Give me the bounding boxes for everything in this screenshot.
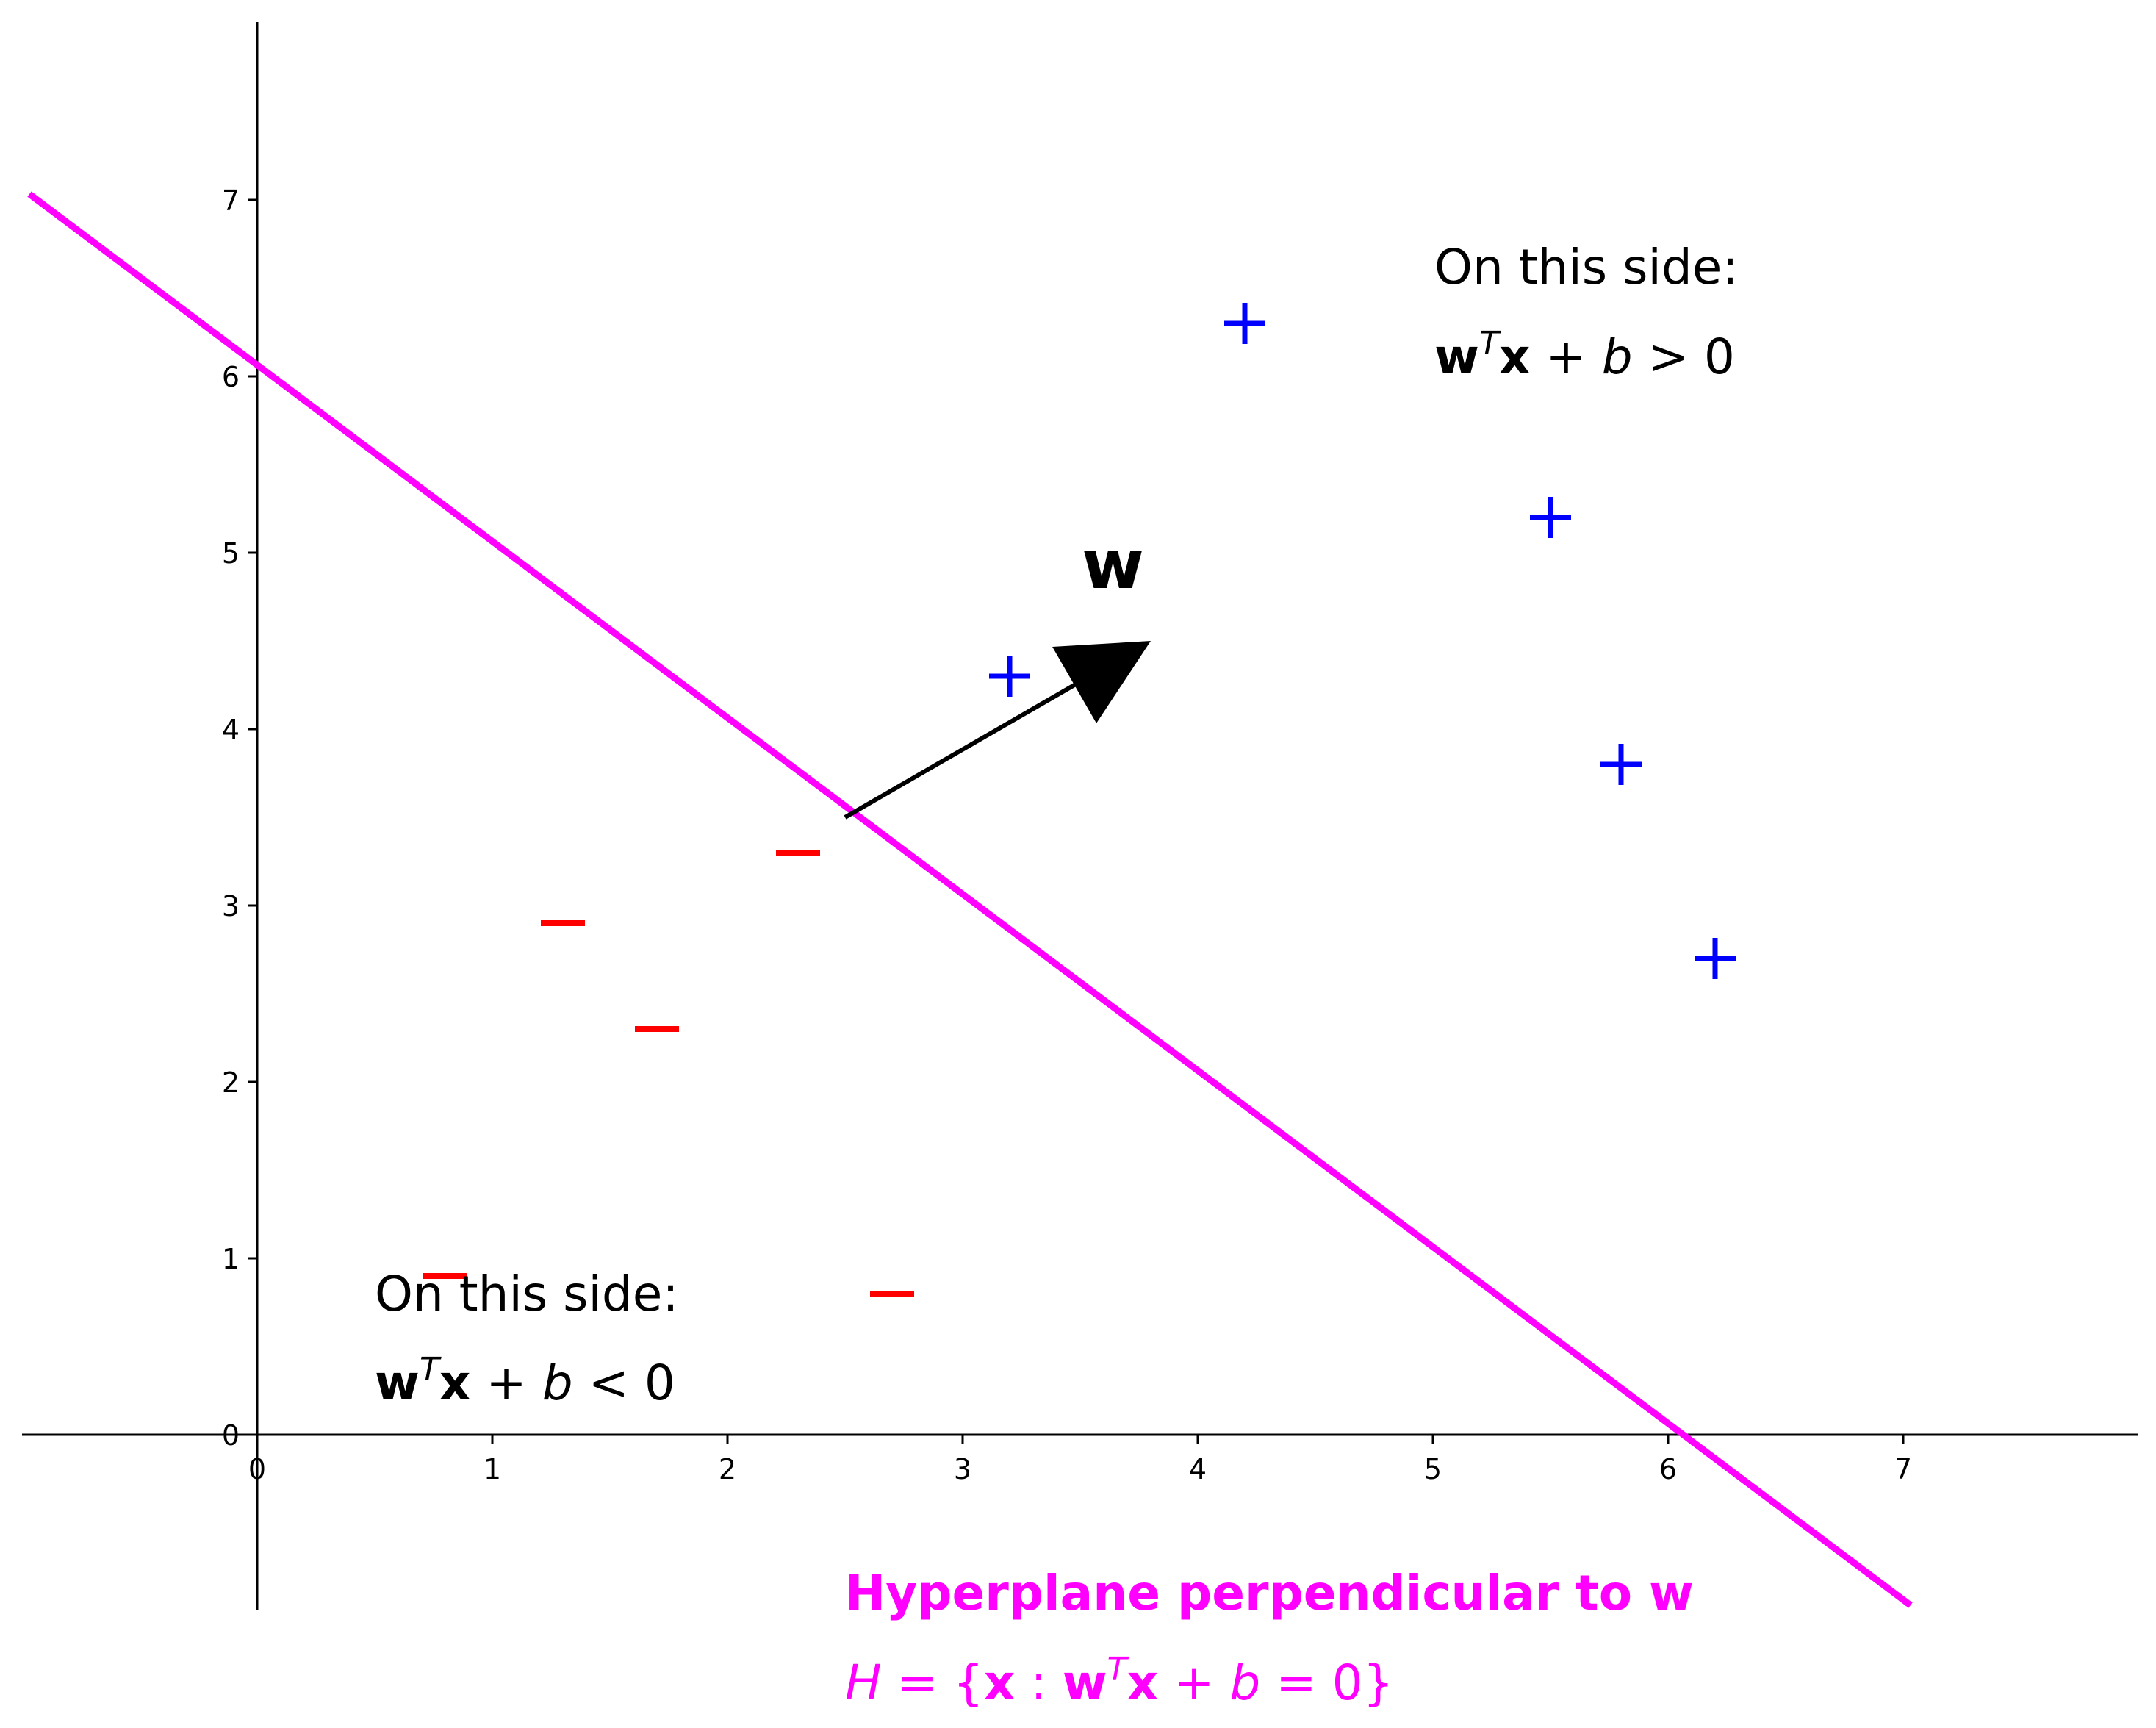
positive-side-label: On this side: <box>1434 239 1739 295</box>
negative-side-label: On this side: <box>375 1266 679 1322</box>
x-tick-label: 2 <box>719 1453 736 1485</box>
x-tick-label: 1 <box>484 1453 501 1485</box>
positive-point <box>1530 497 1571 538</box>
y-tick-label: 5 <box>222 537 240 570</box>
y-ticks: 0 1 2 3 4 5 6 7 <box>222 184 257 1452</box>
y-tick-label: 0 <box>222 1419 240 1452</box>
data-markers <box>423 303 1736 1297</box>
hyperplane-title: Hyperplane perpendicular to w <box>845 1565 1694 1621</box>
vector-label: w <box>1082 526 1144 604</box>
y-tick-label: 4 <box>222 714 240 746</box>
positive-point <box>1224 303 1265 344</box>
x-tick-label: 5 <box>1424 1453 1442 1485</box>
positive-point <box>989 656 1030 697</box>
x-tick-label: 0 <box>248 1453 266 1485</box>
x-tick-label: 3 <box>954 1453 971 1485</box>
x-tick-label: 7 <box>1894 1453 1912 1485</box>
y-tick-label: 1 <box>222 1243 240 1275</box>
y-tick-label: 3 <box>222 890 240 922</box>
vector-arrowhead <box>1052 641 1151 723</box>
x-tick-label: 6 <box>1659 1453 1677 1485</box>
x-ticks: 0 1 2 3 4 5 6 7 <box>248 1435 1912 1485</box>
hyperplane-line <box>27 191 1913 1608</box>
negative-side-formula: wTx + b < 0 <box>375 1351 675 1411</box>
y-tick-label: 2 <box>222 1066 240 1099</box>
hyperplane-formula: H = {x : wTx + b = 0} <box>845 1651 1394 1711</box>
y-tick-label: 6 <box>222 361 240 393</box>
y-tick-label: 7 <box>222 184 240 217</box>
positive-side-formula: wTx + b > 0 <box>1434 325 1735 385</box>
vector-shaft <box>844 681 1079 820</box>
positive-point <box>1600 744 1642 785</box>
x-tick-label: 4 <box>1189 1453 1207 1485</box>
vector-w <box>844 641 1151 820</box>
positive-point <box>1695 938 1736 979</box>
